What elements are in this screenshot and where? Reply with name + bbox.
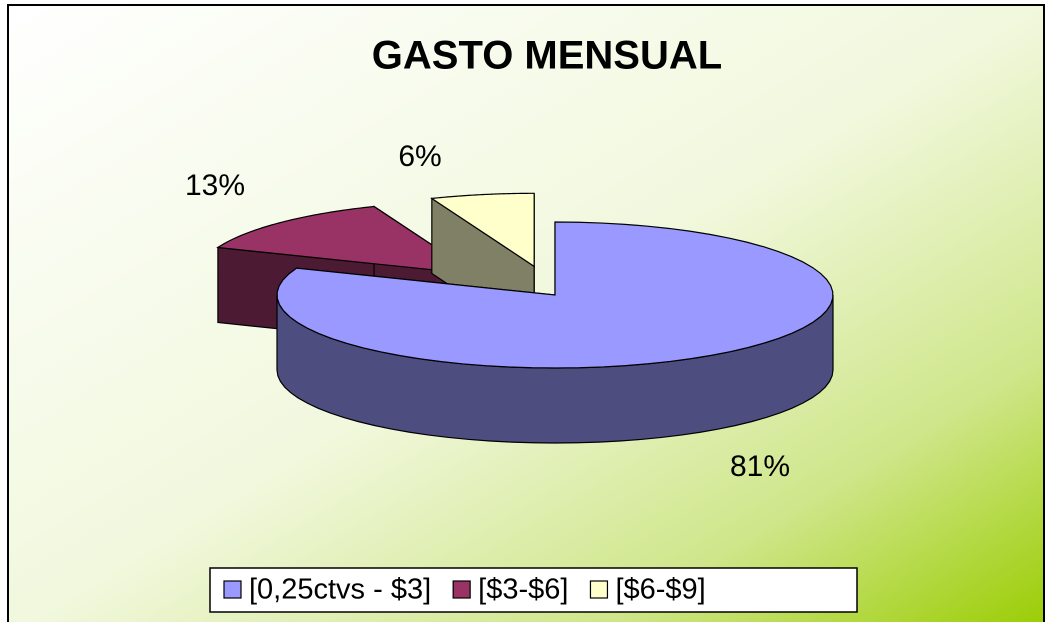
data-label: 13% <box>185 169 245 202</box>
legend-swatch <box>452 580 471 599</box>
slice-top <box>430 192 535 268</box>
legend <box>209 567 858 613</box>
legend-label: [0,25ctvs - $3] <box>249 574 431 606</box>
slice <box>276 221 834 444</box>
data-label: 6% <box>398 140 441 173</box>
legend-swatch <box>589 580 609 599</box>
slice-top <box>276 221 834 369</box>
chart-title: GASTO MENSUAL <box>372 34 722 78</box>
legend-label: [$3-$6] <box>478 574 568 606</box>
pie: 13% 6% 81% <box>185 140 834 483</box>
legend-items: [0,25ctvs - $3] [$3-$6] [$6-$9] <box>223 574 706 606</box>
legend-swatch <box>223 580 242 599</box>
slice-top <box>216 205 477 275</box>
data-label: 81% <box>730 450 790 483</box>
legend-label: [$6-$9] <box>615 574 705 606</box>
